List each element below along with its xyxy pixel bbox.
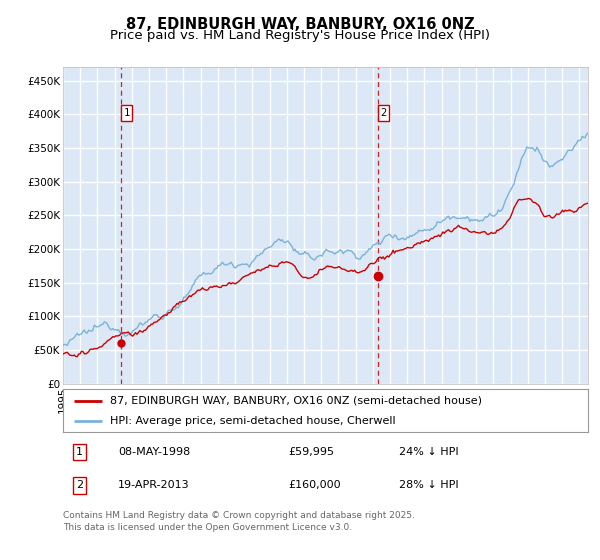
Text: 19-APR-2013: 19-APR-2013 (118, 480, 190, 491)
Text: 28% ↓ HPI: 28% ↓ HPI (399, 480, 458, 491)
Text: 1: 1 (76, 447, 83, 457)
Text: 87, EDINBURGH WAY, BANBURY, OX16 0NZ: 87, EDINBURGH WAY, BANBURY, OX16 0NZ (125, 17, 475, 32)
Text: 87, EDINBURGH WAY, BANBURY, OX16 0NZ (semi-detached house): 87, EDINBURGH WAY, BANBURY, OX16 0NZ (se… (110, 396, 482, 406)
Text: Contains HM Land Registry data © Crown copyright and database right 2025.
This d: Contains HM Land Registry data © Crown c… (63, 511, 415, 531)
Text: 1: 1 (124, 108, 130, 118)
Text: 2: 2 (76, 480, 83, 491)
Text: £59,995: £59,995 (289, 447, 335, 457)
Text: £160,000: £160,000 (289, 480, 341, 491)
Text: 08-MAY-1998: 08-MAY-1998 (118, 447, 190, 457)
Text: 2: 2 (380, 108, 387, 118)
Text: HPI: Average price, semi-detached house, Cherwell: HPI: Average price, semi-detached house,… (110, 416, 396, 426)
Text: Price paid vs. HM Land Registry's House Price Index (HPI): Price paid vs. HM Land Registry's House … (110, 29, 490, 42)
Text: 24% ↓ HPI: 24% ↓ HPI (399, 447, 458, 457)
